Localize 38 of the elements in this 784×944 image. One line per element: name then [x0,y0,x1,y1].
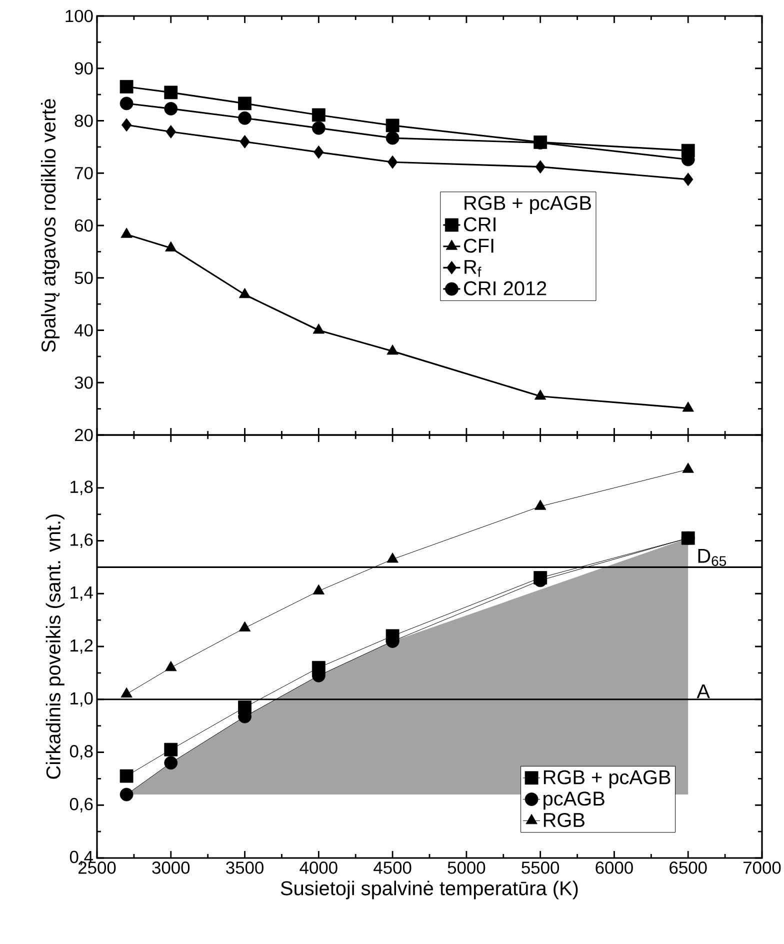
legend-label: pcAGB [544,792,604,810]
ref-line-label: A [696,684,710,698]
x-tick-label: 7000 [744,862,781,874]
x-tick-label: 5000 [448,862,486,874]
legend-title: RGB + pcAGB [464,196,591,214]
y-tick-label: 0,6 [70,798,93,812]
x-tick-label: 6000 [596,862,633,874]
y-tick-label: 30 [74,376,93,389]
legend-label: CRI [464,217,496,232]
x-tick-label: 3000 [152,862,190,874]
y-tick-label: 100 [66,10,93,22]
legend-label: R$_{f}$ [464,260,482,277]
y-tick-label: 1,2 [70,639,93,654]
y-tick-label: 1,0 [70,692,93,707]
legend-label: CRI 2012 [464,281,546,296]
legend-label: RGB [544,812,584,828]
x-tick-label: 6500 [670,862,707,874]
y-tick-label: 20 [74,428,93,442]
y-tick-label: 90 [74,62,93,75]
x-axis-title: Susietoji spalvinė temperatūra (K) [280,880,578,900]
legend-label: CFI [464,238,494,253]
x-tick-label: 4000 [300,862,338,874]
y-tick-label: 0,8 [70,745,93,760]
y-tick-label: 50 [74,272,93,284]
y-tick-label: 40 [74,324,93,336]
ref-line-label: D$_{65}$ [698,549,726,566]
y-tick-label: 1,4 [70,586,93,601]
x-tick-label: 5500 [522,862,560,874]
y-axis-title: Spalvų atgavos rodiklio vertė [40,99,60,352]
x-tick-label: 3500 [226,862,264,874]
y-tick-label: 60 [74,219,93,232]
y-tick-label: 70 [74,166,93,180]
y-axis-title: Cirkadinis poveikis (sant. vnt.) [46,514,64,779]
y-tick-label: 1,6 [70,534,93,548]
y-tick-label: 80 [74,114,93,127]
legend-label: RGB + pcAGB [544,770,670,788]
x-tick-label: 4500 [374,862,412,874]
y-tick-label: 1,8 [70,480,93,496]
